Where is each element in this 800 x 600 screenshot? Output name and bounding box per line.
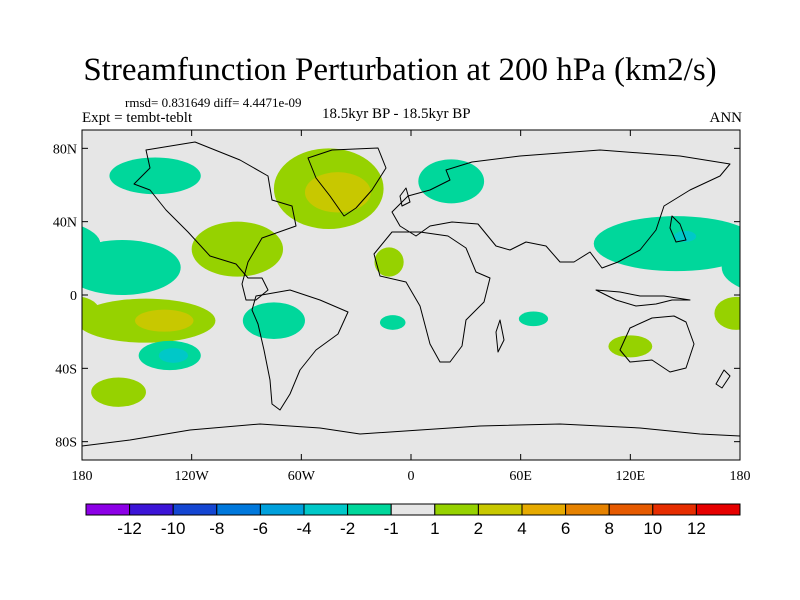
antarctica-coastline [82, 423, 740, 447]
uk-coastline [399, 187, 411, 207]
colorbar-label: 4 [517, 519, 526, 538]
lat-tick-label: 80S [55, 436, 77, 451]
experiment-label: Expt = tembt-teblt [82, 110, 193, 126]
lon-tick-label: 120W [175, 469, 210, 484]
colorbar-swatch [347, 503, 392, 516]
greenland-coastline [307, 147, 387, 217]
anomaly-west-pacific-core [674, 230, 697, 242]
anomaly-europe-neg [418, 159, 485, 204]
north-america-coastline [133, 141, 297, 301]
colorbar-label: -6 [253, 519, 268, 538]
colorbar-swatch [259, 503, 305, 516]
lon-tick-label: 180 [72, 469, 93, 484]
chart-title: Streamfunction Perturbation at 200 hPa (… [83, 52, 717, 88]
season-label: ANN [709, 110, 743, 126]
anomaly-southern-ocean-pos [91, 377, 146, 407]
colorbar-label: 1 [430, 519, 439, 538]
anomaly-east-pacific-pos [82, 297, 101, 330]
anomaly-south-pacific-core [135, 309, 194, 332]
colorbar-label: 6 [561, 519, 570, 538]
colorbar: -12 -10 -8 -6 -4 -2 -1 1 2 4 6 8 10 12 [85, 503, 741, 538]
lat-tick-label: 40N [53, 216, 77, 231]
colorbar-swatch [85, 503, 131, 516]
lon-tick-label: 60E [509, 469, 532, 484]
colorbar-swatch [303, 503, 349, 516]
anomaly-south-pacific-neg-core [158, 348, 189, 363]
colorbar-label: -1 [384, 519, 399, 538]
colorbar-swatch [521, 503, 567, 516]
colorbar-swatch [565, 503, 610, 516]
colorbar-label: 12 [687, 519, 706, 538]
anomaly-australia-pos [608, 335, 653, 358]
africa-coastline [373, 231, 491, 363]
colorbar-label: -12 [117, 519, 142, 538]
lat-tick-label: 0 [70, 289, 77, 304]
anomaly-africa-pos [374, 247, 404, 277]
stats-text: rmsd= 0.831649 diff= 4.4471e-09 [125, 95, 302, 110]
colorbar-swatch [216, 503, 261, 516]
eurasia-coastline [391, 149, 731, 269]
anomaly-layer [82, 148, 740, 407]
coastlines [82, 141, 740, 447]
colorbar-label: 10 [643, 519, 662, 538]
colorbar-swatch [652, 503, 697, 516]
anomaly-south-atlantic-neg [379, 315, 406, 330]
colorbar-swatch [434, 503, 479, 516]
anomaly-east-pacific-pos [714, 296, 740, 330]
lat-tick-label: 80N [53, 142, 77, 157]
colorbar-label: -10 [161, 519, 186, 538]
colorbar-swatch [390, 503, 436, 516]
colorbar-swatch [695, 503, 741, 516]
period-label: 18.5kyr BP - 18.5kyr BP [322, 106, 471, 122]
lon-tick-label: 180 [730, 469, 751, 484]
anomaly-south-pacific-pos [734, 312, 740, 330]
madagascar-coastline [495, 319, 505, 353]
anomaly-west-pacific-neg [593, 216, 740, 272]
australia-coastline [619, 315, 695, 373]
axis-ticks: 80N 40N 0 40S 80S 180 120W 60W 0 60E 120E 180 [53, 130, 751, 484]
anomaly-north-pacific-neg [109, 157, 201, 195]
colorbar-swatch [477, 503, 523, 516]
anomaly-north-atlantic-core [304, 172, 371, 213]
anomaly-indian-ocean-neg [518, 311, 549, 327]
colorbar-swatch [129, 503, 174, 516]
colorbar-label: 2 [474, 519, 483, 538]
colorbar-swatch [172, 503, 218, 516]
lon-tick-label: 60W [288, 469, 316, 484]
lon-tick-label: 0 [408, 469, 415, 484]
anomaly-south-america-neg [242, 302, 305, 339]
indonesia-coastline [595, 289, 691, 307]
anomaly-north-america-pos [191, 221, 284, 277]
new-zealand-coastline [715, 369, 731, 389]
south-america-coastline [251, 289, 349, 411]
anomaly-central-pacific-neg [82, 240, 181, 295]
colorbar-swatch [608, 503, 654, 516]
colorbar-label: -4 [296, 519, 311, 538]
colorbar-label: 8 [604, 519, 613, 538]
japan-coastline [669, 215, 687, 243]
lat-tick-label: 40S [55, 362, 77, 377]
colorbar-label: -8 [209, 519, 224, 538]
colorbar-label: -2 [340, 519, 355, 538]
lon-tick-label: 120E [616, 469, 646, 484]
anomaly-west-pacific-neg [82, 226, 101, 261]
